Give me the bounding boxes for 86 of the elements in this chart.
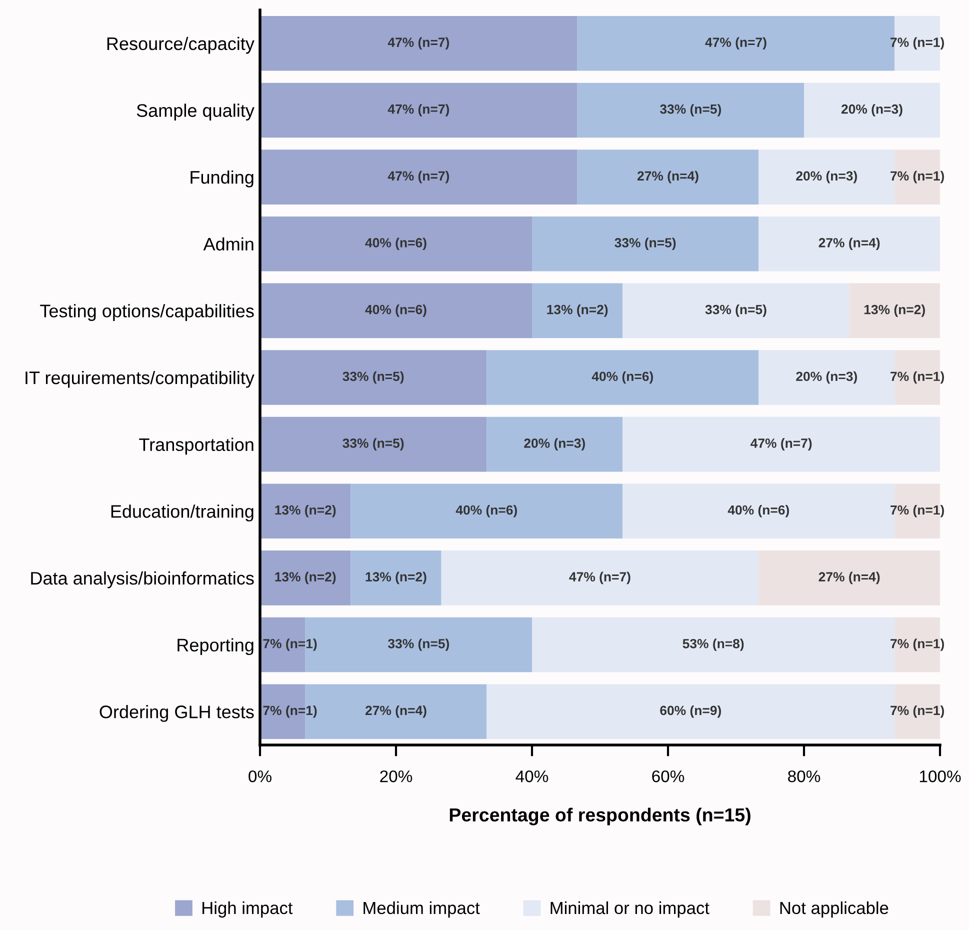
y-tick-label: Funding [190,170,254,188]
data-label: 27% (n=4) [818,572,880,584]
y-tick-label: Education/training [111,504,254,522]
data-label: 13% (n=2) [275,504,336,518]
y-tick-label: IT requirements/compatibility [26,370,254,388]
data-label: 33% (n=5) [705,304,766,317]
y-tick-label: Transportation [139,438,254,455]
bar [758,216,940,272]
legend-label: Medium impact [364,901,480,918]
data-label: 40% (n=6) [592,371,653,384]
bar [622,416,940,472]
data-label: 60% (n=9) [660,705,721,718]
data-label: 47% (n=7) [750,438,812,450]
bar [804,82,940,138]
legend-label: Minimal or no impact [550,901,710,918]
x-tick-label: 20% [380,770,412,782]
bar [622,283,850,338]
data-label: 40% (n=6) [365,238,426,250]
x-tick-label: 100% [920,770,961,782]
bar [758,550,940,606]
data-label: 13% (n=2) [547,304,608,317]
data-label: 20% (n=3) [796,170,857,184]
y-tick-label: Sample quality [136,104,254,121]
data-label: 20% (n=3) [524,438,585,450]
data-label: 13% (n=2) [864,304,925,317]
bar [441,550,759,606]
data-label: 7% (n=1) [263,705,317,718]
bar [260,216,532,272]
y-tick-label: Testing options/capabilities [40,304,254,321]
bar [260,416,487,472]
data-label: 13% (n=2) [366,572,426,584]
data-label: 33% (n=5) [660,104,722,116]
data-label: 47% (n=7) [388,37,450,50]
data-label: 13% (n=2) [275,572,336,584]
data-label: 33% (n=5) [342,438,404,450]
bar [486,350,759,405]
bar [260,484,351,539]
data-label: 27% (n=4) [637,170,698,184]
bar [532,216,759,272]
x-tick-label: 80% [788,770,820,782]
data-label: 40% (n=6) [728,504,789,518]
data-label: 7% (n=1) [890,371,944,384]
data-label: 47% (n=7) [388,170,450,184]
data-label: 33% (n=5) [342,371,404,384]
data-label: 47% (n=7) [705,37,766,50]
bar [532,283,623,338]
data-label: 20% (n=3) [841,104,902,116]
y-tick-label: Reporting [178,638,254,656]
bar [260,283,532,338]
bar [260,150,578,204]
bar [577,82,804,138]
y-tick-label: Resource/capacity [107,36,254,54]
bar [350,484,623,539]
data-label: 47% (n=7) [569,572,630,584]
data-label: 40% (n=6) [365,304,426,317]
bar [260,82,578,138]
bar [849,283,940,338]
data-label: 20% (n=3) [796,371,857,384]
data-label: 53% (n=8) [682,638,744,651]
y-tick-label: Ordering GLH tests [100,705,254,722]
legend-label: Not applicable [780,901,888,918]
bar [260,16,578,71]
legend-label: High impact [202,901,293,918]
data-label: 33% (n=5) [388,638,450,651]
data-label: 40% (n=6) [456,504,517,518]
data-label: 33% (n=5) [614,238,676,250]
y-tick-label: Data analysis/bioinformatics [31,571,254,588]
x-tick-label: 0% [248,770,272,782]
data-label: 7% (n=1) [263,638,317,651]
y-tick-label: Admin [203,237,254,251]
data-label: 7% (n=1) [890,170,944,184]
bar [350,550,442,606]
x-tick-label: 40% [516,770,548,782]
data-label: 27% (n=4) [365,705,426,718]
data-label: 7% (n=1) [890,705,944,718]
data-label: 7% (n=1) [890,504,944,518]
bar [577,150,759,204]
x-tick-label: 60% [652,770,684,782]
data-label: 47% (n=7) [388,104,450,116]
data-label: 7% (n=1) [890,37,944,50]
bar [260,550,351,606]
bar [486,416,623,472]
bar [260,350,487,405]
data-label: 7% (n=1) [890,638,944,651]
data-label: 27% (n=4) [818,238,880,250]
x-axis-title: Percentage of respondents (n=15) [450,808,750,826]
